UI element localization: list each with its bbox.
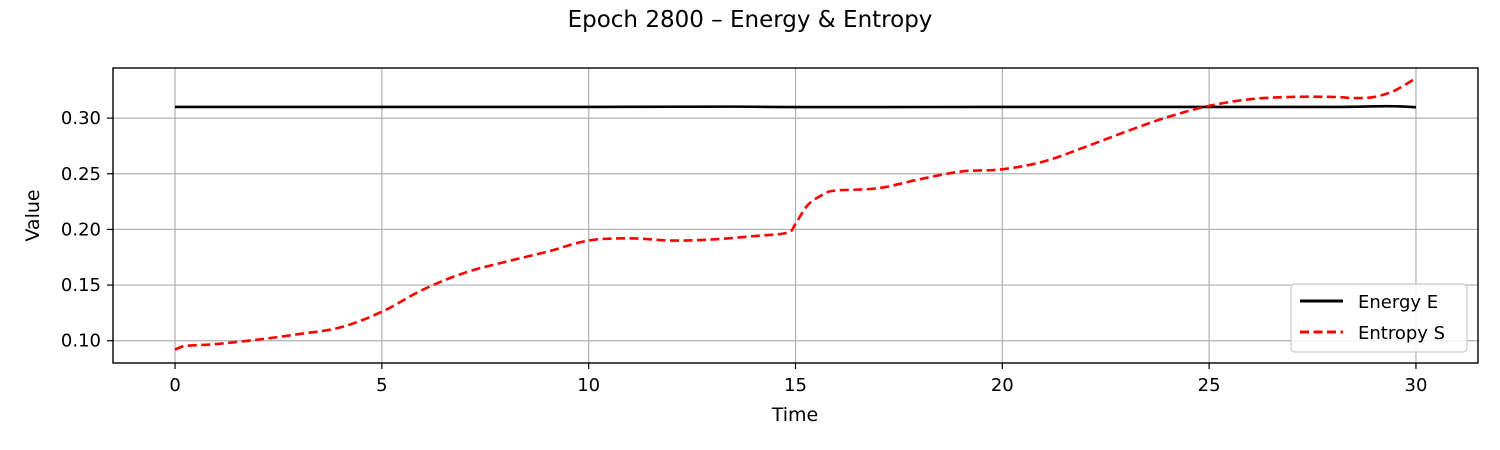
legend-label-energy: Energy E — [1358, 292, 1438, 313]
y-tick-label: 0.30 — [61, 108, 101, 129]
tick-layer: 0 5 10 15 20 25 30 0.10 0.15 0.20 0.25 0.30 — [61, 108, 1427, 396]
legend: Energy E Entropy S — [1290, 283, 1468, 353]
x-tick-label: 0 — [169, 375, 180, 396]
y-tick-label: 0.10 — [61, 331, 101, 352]
y-axis-label: Value — [22, 189, 44, 241]
x-tick-label: 15 — [784, 375, 807, 396]
series-layer — [174, 76, 1417, 351]
x-tick-label: 25 — [1198, 375, 1221, 396]
x-axis-label: Time — [771, 404, 819, 426]
x-tick-label: 20 — [991, 375, 1014, 396]
legend-label-entropy: Entropy S — [1358, 323, 1445, 344]
series-line-entropy — [174, 76, 1417, 351]
y-tick-label: 0.20 — [61, 219, 101, 240]
y-tick-label: 0.25 — [61, 164, 101, 185]
y-tick-label: 0.15 — [61, 275, 101, 296]
x-tick-label: 30 — [1405, 375, 1428, 396]
grid-layer — [113, 68, 1478, 363]
chart-title: Epoch 2800 – Energy & Entropy — [568, 7, 933, 33]
x-tick-label: 10 — [577, 375, 600, 396]
series-line-energy — [175, 104, 1416, 109]
x-tick-label: 5 — [376, 375, 387, 396]
